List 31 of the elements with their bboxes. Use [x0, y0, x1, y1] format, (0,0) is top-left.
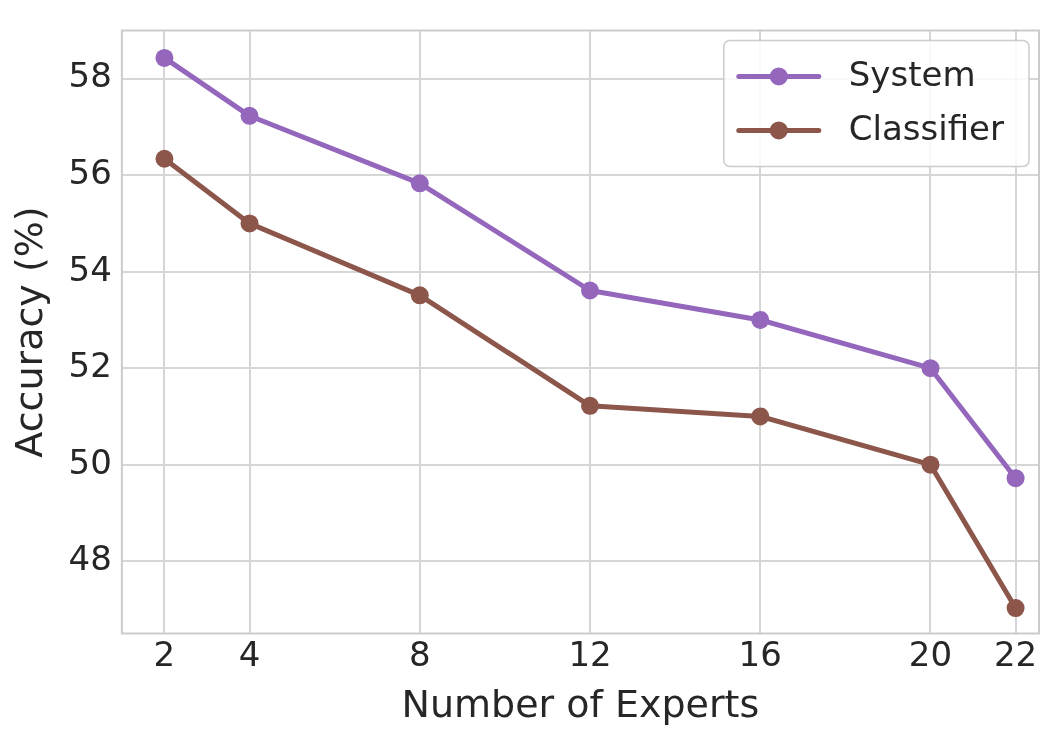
x-tick-label: 20 [908, 633, 953, 674]
x-axis-title: Number of Experts [401, 682, 760, 727]
point [240, 214, 259, 233]
y-tick-label: 56 [68, 152, 112, 192]
point [240, 106, 259, 125]
y-tick-label: 58 [68, 55, 112, 96]
legend-label: System [848, 54, 976, 95]
x-tick-label: 2 [153, 633, 176, 674]
y-tick-label: 48 [68, 538, 112, 579]
point [410, 174, 429, 193]
point [155, 48, 174, 67]
y-tick-label: 54 [68, 248, 112, 289]
x-tick-label: 16 [738, 633, 782, 674]
y-tick-label: 50 [68, 441, 112, 482]
point [1006, 599, 1025, 618]
point [751, 407, 770, 426]
x-tick-label: 12 [568, 633, 612, 674]
point [751, 310, 770, 329]
y-axis-title: Accuracy (%) [6, 206, 51, 458]
point [155, 149, 174, 168]
point [410, 286, 429, 305]
point [581, 281, 600, 300]
point [581, 396, 600, 415]
point [921, 359, 940, 378]
x-tick-label: 22 [993, 633, 1038, 674]
y-tick-label: 52 [68, 345, 112, 386]
x-tick-label: 4 [238, 633, 261, 674]
x-tick-label: 8 [408, 633, 431, 674]
point [1006, 469, 1025, 488]
point [921, 455, 940, 474]
legend-label: Classifier [848, 108, 1005, 149]
